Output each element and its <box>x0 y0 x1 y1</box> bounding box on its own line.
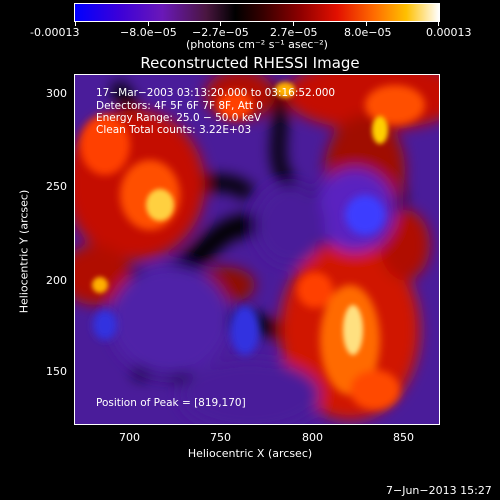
timestamp: 7−Jun−2013 15:27 <box>386 484 492 497</box>
y-tick-label: 250 <box>46 180 67 193</box>
overlay-detectors: Detectors: 4F 5F 6F 7F 8F, Att 0 <box>96 100 263 112</box>
colorbar-units: (photons cm⁻² s⁻¹ asec⁻²) <box>186 38 328 51</box>
rhessi-image <box>75 75 439 424</box>
image-title: Reconstructed RHESSI Image <box>140 54 360 72</box>
colorbar <box>74 3 440 22</box>
colorbar-tick-label: −2.7e−05 <box>192 26 249 39</box>
colorbar-tick-label: -0.00013 <box>30 26 80 39</box>
colorbar-tick <box>293 21 294 26</box>
colorbar-tick-label: 0.00013 <box>426 26 472 39</box>
y-tick-label: 150 <box>46 365 67 378</box>
x-tick-label: 800 <box>302 431 323 444</box>
y-axis-label: Heliocentric Y (arcsec) <box>17 189 31 314</box>
x-tick-label: 850 <box>393 431 414 444</box>
x-tick-label: 700 <box>119 431 140 444</box>
overlay-clean-counts: Clean Total counts: 3.22E+03 <box>96 124 252 136</box>
rhessi-map <box>75 75 439 424</box>
x-axis-label: Heliocentric X (arcsec) <box>187 447 313 460</box>
overlay-peak-position: Position of Peak = [819,170] <box>96 397 246 409</box>
colorbar-tick-label: −8.0e−05 <box>120 26 177 39</box>
colorbar-tick <box>148 21 149 26</box>
y-tick-label: 200 <box>46 274 67 287</box>
colorbar-tick <box>366 21 367 26</box>
x-tick-label: 750 <box>210 431 231 444</box>
colorbar-tick-label: 2.7e−05 <box>270 26 318 39</box>
overlay-time-range: 17−Mar−2003 03:13:20.000 to 03:16:52.000 <box>96 87 336 99</box>
colorbar-tick <box>438 21 439 26</box>
overlay-energy-range: Energy Range: 25.0 − 50.0 keV <box>96 112 262 124</box>
colorbar-tick-label: 8.0e−05 <box>344 26 392 39</box>
colorbar-tick <box>75 21 76 26</box>
y-tick-label: 300 <box>46 87 67 100</box>
colorbar-tick <box>220 21 221 26</box>
